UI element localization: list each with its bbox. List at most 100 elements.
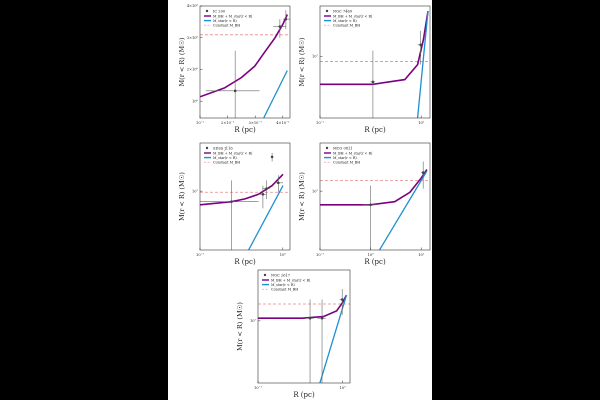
data-point-1	[370, 50, 376, 118]
x-axis-label: R (pc)	[364, 258, 386, 266]
x-tick-label: 10⁰	[340, 386, 347, 390]
x-tick-label: 10⁻¹	[196, 121, 204, 125]
x-tick-label: 10⁻¹	[316, 253, 324, 257]
y-axis-label: M(r < R) (M☉)	[298, 172, 306, 221]
y-tick-label: 10⁸	[192, 99, 199, 103]
data-point-3	[282, 10, 290, 30]
x-tick-label: 10⁰	[280, 253, 287, 257]
legend-entry: M_star(r < R)	[271, 283, 295, 287]
x-axis-label: R (pc)	[364, 126, 386, 134]
data-marker	[320, 316, 324, 320]
data-point-2	[417, 30, 424, 65]
data-marker	[284, 17, 288, 21]
y-tick-label: 10⁷	[192, 189, 199, 193]
figure-page	[168, 0, 432, 400]
total-mass-curve	[320, 169, 428, 206]
legend-entry: M_star(r < R)	[333, 156, 357, 160]
data-point-1	[305, 299, 314, 383]
data-marker	[340, 298, 344, 301]
legend-title: MCG 0811	[333, 146, 353, 150]
data-marker	[308, 316, 312, 320]
y-axis-label: M(r < R) (M☉)	[178, 37, 186, 86]
data-point-1	[200, 180, 259, 250]
legend-entry: Constant M_BH	[213, 24, 240, 28]
legend-entry: M_BH + M_star(r < R)	[271, 278, 311, 282]
legend-entry: M_BH + M_star(r < R)	[213, 151, 253, 155]
legend-title: NGC 7469	[333, 9, 353, 13]
x-tick-label: 2×10⁻¹	[221, 121, 235, 125]
legend-marker	[205, 146, 209, 150]
total-mass-curve	[200, 173, 284, 206]
data-marker	[277, 181, 280, 185]
legend-title: NGC 2617	[271, 273, 291, 277]
legend-entry: M_star(r < R)	[213, 19, 237, 23]
legend-entry: M_star(r < R)	[213, 156, 237, 160]
x-axis-label: R (pc)	[293, 391, 315, 399]
chart-panel-1: 10⁻¹ 2×10⁻¹ 3×10⁻¹ 4×10⁻¹ 4×10⁸ 3×10⁸ 2×10⁸ 10⁸…	[178, 4, 291, 134]
data-point-2	[421, 161, 426, 189]
legend-title: SDSS J116	[213, 146, 233, 150]
legend-entry: Constant M_BH	[271, 288, 298, 292]
y-tick-label: 10⁷	[312, 189, 319, 193]
data-point-2	[317, 299, 326, 383]
y-tick-label: 10⁷	[250, 319, 257, 323]
chart-panel-4: 10⁻¹ 10⁰ 10¹ 10⁷ R (pc) M(r < R) (M☉) MCG 0811…	[298, 142, 431, 266]
data-point-2	[273, 19, 286, 38]
data-marker	[230, 200, 233, 203]
chart-panel-2: 10⁻¹ 10⁰ 10⁷ R (pc) M(r < R) (M☉) NGC 7469M_B…	[298, 5, 431, 134]
legend-marker	[263, 273, 267, 277]
legend-marker	[325, 146, 329, 150]
y-axis-label: M(r < R) (M☉)	[178, 172, 186, 221]
chart-panel-5: 10⁻¹ 10⁰ 10⁷ R (pc) M(r < R) (M☉) NGC 2617M_B…	[236, 269, 351, 399]
data-point-4	[270, 153, 274, 162]
data-point-3	[262, 180, 270, 199]
data-marker	[278, 25, 282, 28]
stellar-mass-curve	[319, 294, 348, 383]
data-marker	[371, 80, 375, 84]
y-tick-label: 10⁷	[312, 55, 319, 59]
x-axis-label: R (pc)	[234, 126, 256, 134]
data-marker	[369, 203, 372, 207]
x-tick-label: 10¹	[418, 253, 425, 257]
legend-entry: M_BH + M_star(r < R)	[213, 14, 253, 18]
data-marker	[265, 187, 268, 190]
stellar-mass-curve	[378, 170, 428, 250]
data-point-1	[205, 50, 260, 118]
data-point-1	[362, 185, 377, 250]
x-tick-label: 4×10⁻¹	[276, 121, 290, 125]
total-mass-curve	[320, 10, 429, 86]
y-tick-label: 3×10⁸	[187, 36, 199, 40]
legend-entry: M_BH + M_star(r < R)	[333, 14, 373, 18]
legend-marker	[205, 9, 209, 13]
legend-entry: Constant M_BH	[213, 161, 240, 165]
y-axis-label: M(r < R) (M☉)	[298, 37, 306, 86]
data-marker	[419, 43, 422, 47]
y-tick-label: 2×10⁸	[187, 68, 199, 72]
data-point-5	[274, 175, 284, 193]
x-tick-label: 10⁻¹	[196, 253, 204, 257]
data-marker	[261, 192, 265, 196]
legend-marker	[325, 9, 329, 13]
data-marker	[233, 89, 237, 93]
axes-frame	[199, 142, 291, 251]
total-mass-curve	[258, 294, 348, 320]
axes-frame	[199, 5, 291, 119]
x-axis-label: R (pc)	[234, 258, 256, 266]
y-axis-label: M(r < R) (M☉)	[236, 302, 244, 351]
axes-frame	[319, 5, 431, 119]
x-tick-label: 10⁰	[368, 253, 375, 257]
x-tick-label: 3×10⁻¹	[249, 121, 263, 125]
legend-title: IC 200	[213, 9, 226, 13]
x-tick-label: 10⁰	[418, 121, 425, 125]
data-point-2	[258, 185, 267, 209]
stellar-mass-curve	[263, 70, 288, 118]
axes-frame	[319, 142, 431, 251]
y-tick-label: 4×10⁸	[187, 4, 199, 8]
legend-entry: M_BH + M_star(r < R)	[333, 151, 373, 155]
